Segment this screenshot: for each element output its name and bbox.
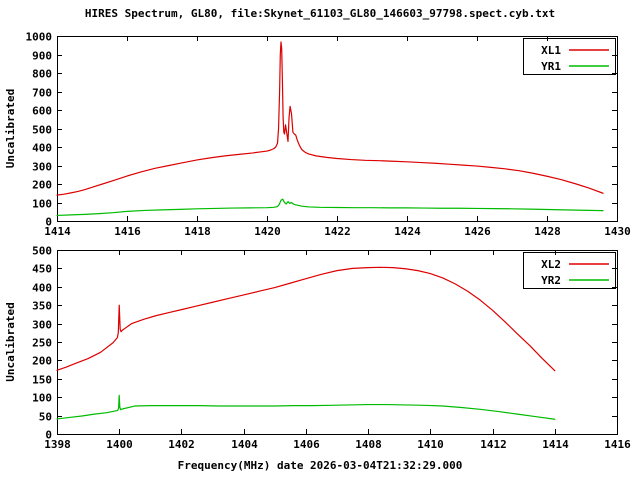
legend-label-xl1: XL1 — [541, 44, 561, 57]
panel-top: 1414 1416 1418 1420 1422 1424 1426 1428 1430 0 100… — [4, 31, 631, 239]
legend-box-bottom — [523, 252, 616, 289]
x-tick-label-top-3: 1420 — [254, 225, 281, 238]
x-tick-label-bottom-6: 1410 — [417, 438, 444, 451]
trace-xl1 — [56, 41, 604, 196]
x-axis-title: Frequency(MHz) date 2026-03-04T21:32:29.… — [177, 459, 463, 472]
page-title: HIRES Spectrum, GL80, file:Skynet_61103_… — [84, 7, 556, 20]
x-tick-label-top-1: 1416 — [114, 225, 141, 238]
x-tick-label-top-5: 1424 — [394, 225, 421, 238]
legend-label-xl2: XL2 — [541, 258, 561, 271]
legend-label-yr1: YR1 — [541, 60, 561, 73]
x-tick-label-top-0: 1414 — [44, 225, 71, 238]
x-tick-label-bottom-3: 1404 — [231, 438, 258, 451]
legend-box-top — [523, 38, 616, 75]
x-tick-label-top-8: 1430 — [604, 225, 631, 238]
y-tick-label-top-10: 1000 — [26, 31, 53, 44]
y-tick-label-top-6: 600 — [32, 105, 52, 118]
x-tick-label-top-6: 1426 — [464, 225, 491, 238]
trace-yr2 — [56, 394, 556, 420]
y-tick-label-bottom-3: 150 — [32, 374, 52, 387]
x-tick-label-bottom-5: 1408 — [355, 438, 382, 451]
y-tick-label-top-7: 700 — [32, 87, 52, 100]
plot-frame-bottom — [57, 250, 618, 435]
y-tick-label-top-1: 100 — [32, 198, 52, 211]
y-tick-label-bottom-4: 200 — [32, 355, 52, 368]
y-tick-label-bottom-5: 250 — [32, 337, 52, 350]
y-tick-label-bottom-10: 500 — [32, 245, 52, 258]
panel-bottom: 1398 1400 1402 1404 1406 1408 1410 1412 1414 1416… — [4, 245, 631, 452]
x-tick-label-top-2: 1418 — [184, 225, 211, 238]
x-tick-label-bottom-8: 1414 — [542, 438, 569, 451]
y-tick-label-top-8: 800 — [32, 68, 52, 81]
y-tick-label-bottom-0: 0 — [45, 429, 52, 442]
y-tick-label-top-3: 300 — [32, 161, 52, 174]
x-tick-label-bottom-2: 1402 — [168, 438, 195, 451]
y-axis-title-bottom: Uncalibrated — [4, 302, 17, 381]
x-tick-label-top-4: 1422 — [324, 225, 351, 238]
legend-label-yr2: YR2 — [541, 274, 561, 287]
y-tick-label-top-0: 0 — [45, 216, 52, 229]
x-tick-label-bottom-4: 1406 — [293, 438, 320, 451]
x-tick-label-bottom-7: 1412 — [480, 438, 507, 451]
y-axis-title-top: Uncalibrated — [4, 89, 17, 168]
trace-xl2 — [56, 266, 556, 372]
y-tick-label-bottom-2: 100 — [32, 392, 52, 405]
y-tick-label-bottom-9: 450 — [32, 263, 52, 276]
plot-frame-top — [57, 36, 618, 222]
x-tick-label-bottom-0: 1398 — [44, 438, 71, 451]
x-tick-label-bottom-9: 1416 — [604, 438, 631, 451]
x-tick-label-bottom-1: 1400 — [106, 438, 133, 451]
y-tick-label-bottom-8: 400 — [32, 282, 52, 295]
y-tick-label-top-9: 900 — [32, 50, 52, 63]
y-tick-label-top-2: 200 — [32, 179, 52, 192]
y-tick-label-bottom-1: 50 — [39, 411, 52, 424]
y-tick-label-top-4: 400 — [32, 142, 52, 155]
x-tick-label-top-7: 1428 — [534, 225, 561, 238]
y-tick-label-bottom-7: 350 — [32, 300, 52, 313]
y-tick-label-top-5: 500 — [32, 124, 52, 137]
y-tick-label-bottom-6: 300 — [32, 319, 52, 332]
trace-yr1 — [56, 198, 604, 217]
